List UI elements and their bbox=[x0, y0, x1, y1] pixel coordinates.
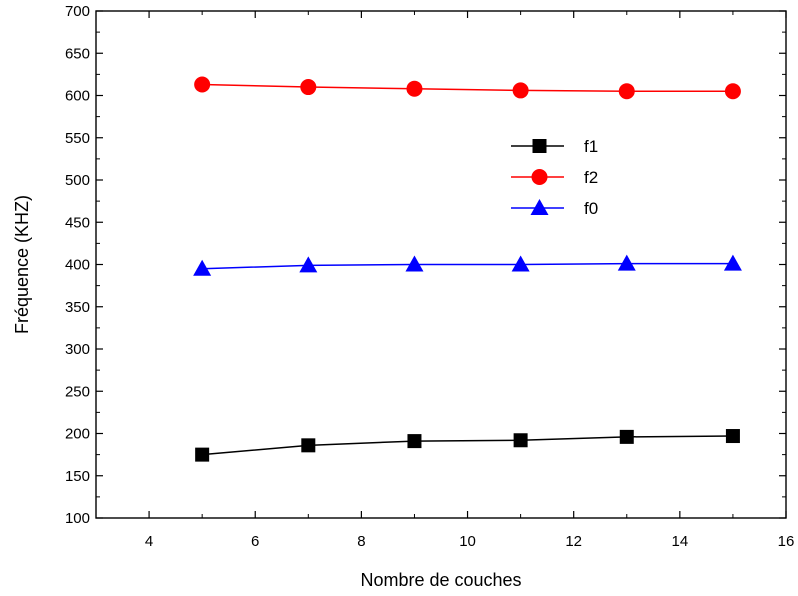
y-tick-label: 500 bbox=[65, 172, 90, 189]
y-tick-label: 250 bbox=[65, 383, 90, 400]
legend-entry-f1: f1 bbox=[511, 137, 598, 156]
x-tick-label: 8 bbox=[357, 533, 365, 550]
y-tick-label: 700 bbox=[65, 3, 90, 20]
data-point-f2 bbox=[194, 76, 211, 93]
data-point-f0 bbox=[193, 259, 212, 276]
legend-label-f0: f0 bbox=[584, 199, 598, 218]
x-tick-label: 12 bbox=[565, 533, 582, 550]
y-tick-label: 650 bbox=[65, 45, 90, 62]
x-tick-label: 6 bbox=[251, 533, 259, 550]
data-point-f2 bbox=[724, 83, 741, 100]
x-tick-label: 4 bbox=[145, 533, 153, 550]
y-tick-label: 400 bbox=[65, 257, 90, 274]
legend-entry-f0: f0 bbox=[511, 199, 598, 218]
data-point-f1 bbox=[725, 429, 740, 444]
y-tick-label: 350 bbox=[65, 299, 90, 316]
legend-label-f1: f1 bbox=[584, 137, 598, 156]
data-point-f1 bbox=[407, 434, 422, 449]
x-tick-label: 16 bbox=[778, 533, 795, 550]
y-tick-label: 100 bbox=[65, 510, 90, 527]
y-tick-label: 600 bbox=[65, 88, 90, 105]
data-point-f1 bbox=[513, 433, 528, 448]
data-point-f0 bbox=[617, 254, 636, 271]
legend-marker-f1 bbox=[532, 139, 547, 153]
y-axis-title: Fréquence (KHZ) bbox=[12, 195, 32, 334]
x-tick-label: 10 bbox=[459, 533, 476, 550]
y-tick-label: 150 bbox=[65, 468, 90, 485]
legend: f1 f2 f0 bbox=[511, 137, 598, 218]
data-point-f2 bbox=[512, 82, 529, 99]
data-point-f2 bbox=[406, 80, 423, 97]
y-tick-label: 550 bbox=[65, 130, 90, 147]
series-layer bbox=[193, 76, 742, 462]
legend-entry-f2: f2 bbox=[511, 168, 598, 187]
series-line-f0 bbox=[202, 262, 733, 270]
y-tick-label: 450 bbox=[65, 214, 90, 231]
y-tick-label: 200 bbox=[65, 426, 90, 443]
axes-layer: 4 6 8 10 12 14 16 100 150 200 250 300 350 400 450 500 55… bbox=[65, 3, 794, 550]
legend-marker-f2 bbox=[531, 169, 548, 185]
y-tick-label: 300 bbox=[65, 341, 90, 358]
series-f0 bbox=[193, 254, 742, 276]
data-point-f1 bbox=[301, 438, 316, 453]
series-line-f1 bbox=[202, 435, 733, 456]
legend-label-f2: f2 bbox=[584, 168, 598, 187]
data-point-f0 bbox=[723, 254, 742, 271]
data-point-f0 bbox=[405, 255, 424, 272]
legend-marker-f0 bbox=[530, 199, 549, 215]
x-tick-label: 14 bbox=[672, 533, 689, 550]
series-f1 bbox=[195, 429, 740, 462]
data-point-f2 bbox=[300, 79, 317, 96]
x-axis-title: Nombre de couches bbox=[360, 570, 521, 590]
series-f2 bbox=[194, 76, 741, 100]
data-point-f2 bbox=[618, 83, 635, 100]
data-point-f0 bbox=[299, 256, 318, 273]
data-point-f1 bbox=[619, 429, 634, 444]
series-line-f2 bbox=[202, 83, 733, 93]
data-point-f1 bbox=[195, 447, 210, 462]
data-point-f0 bbox=[511, 255, 530, 272]
